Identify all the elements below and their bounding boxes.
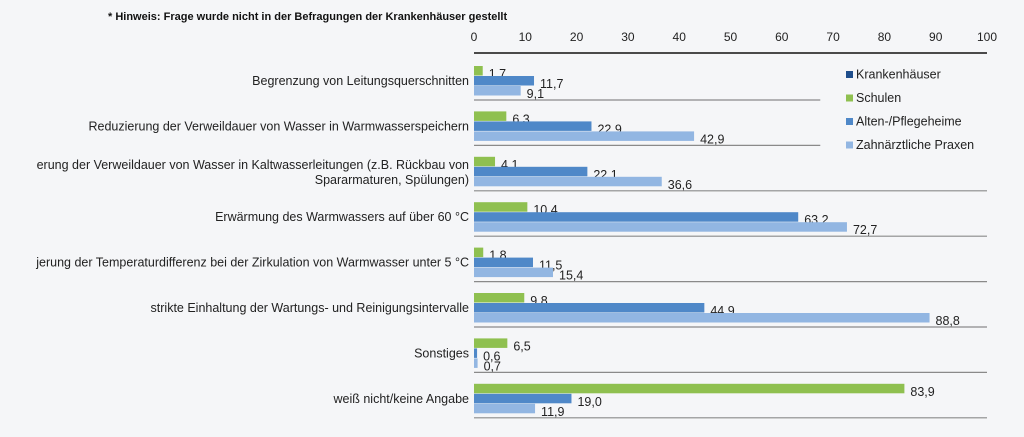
bar	[474, 267, 554, 278]
category-label: jerung der Temperaturdifferenz bei der Z…	[35, 256, 469, 270]
x-tick-label: 70	[826, 30, 840, 44]
bar	[474, 358, 478, 368]
category-label: erung der Verweildauer von Wasser in Kal…	[37, 158, 469, 172]
x-tick-label: 80	[878, 30, 892, 44]
data-label: 19,0	[577, 395, 601, 409]
legend-item: Alten-/Pflegeheime	[846, 115, 962, 129]
bar	[474, 313, 930, 323]
category-label: strikte Einhaltung der Wartungs- und Rei…	[151, 301, 470, 315]
data-label: 11,9	[541, 405, 564, 419]
data-label: 9,1	[527, 87, 544, 101]
legend-item: Zahnärztliche Praxen	[846, 138, 974, 152]
legend-item: Schulen	[846, 91, 901, 105]
bar	[474, 111, 507, 121]
category-group: jerung der Temperaturdifferenz bei der Z…	[35, 247, 987, 283]
data-label: 72,7	[853, 223, 877, 237]
bar	[474, 222, 847, 232]
bar	[474, 166, 588, 177]
legend-swatch	[846, 141, 853, 149]
x-tick-label: 90	[929, 30, 943, 44]
bar	[474, 303, 705, 313]
category-label: Reduzierung der Verweildauer von Wasser …	[89, 119, 470, 133]
bar	[474, 247, 484, 258]
category-group: Reduzierung der Verweildauer von Wasser …	[89, 111, 821, 146]
category-label: weiß nicht/keine Angabe	[332, 392, 469, 406]
bar-groups: Begrenzung von Leitungsquerschnitten 1,71…	[35, 66, 987, 419]
legend-label: Krankenhäuser	[856, 68, 941, 82]
bar	[474, 257, 533, 268]
category-group: erung der Verweildauer von Wasser in Kal…	[37, 156, 987, 192]
legend-label: Alten-/Pflegeheime	[856, 115, 962, 129]
legend: Krankenhäuser Schulen Alten-/Pflegeheime Za…	[846, 68, 974, 152]
chart-note: * Hinweis: Frage wurde nicht in der Befr…	[108, 11, 507, 23]
bar	[474, 403, 536, 414]
data-label: 42,9	[700, 132, 724, 146]
x-tick-label: 100	[977, 30, 997, 44]
bar	[474, 293, 525, 303]
category-label: Erwärmung des Warmwassers auf über 60 °C	[215, 210, 469, 224]
bar	[474, 393, 572, 404]
bar	[474, 383, 905, 394]
category-group: weiß nicht/keine Angabe 83,9 19,0 11,9	[332, 383, 987, 419]
legend-swatch	[846, 94, 853, 102]
bar	[474, 348, 478, 358]
data-label: 83,9	[910, 385, 934, 399]
bar	[474, 202, 528, 212]
x-tick-label: 20	[570, 30, 584, 44]
data-label: 15,4	[559, 269, 583, 283]
x-tick-label: 10	[519, 30, 533, 44]
x-tick-label: 0	[471, 30, 478, 44]
data-label: 36,6	[668, 178, 692, 192]
category-label: Begrenzung von Leitungsquerschnitten	[252, 74, 469, 88]
bar	[474, 338, 508, 348]
bar	[474, 176, 662, 187]
data-label: 0,6	[483, 349, 500, 363]
bar	[474, 86, 521, 96]
data-label: 6,5	[513, 339, 530, 353]
category-group: Begrenzung von Leitungsquerschnitten 1,71…	[252, 66, 821, 101]
data-label: 11,7	[540, 77, 563, 91]
bar	[474, 156, 496, 167]
legend-label: Zahnärztliche Praxen	[856, 138, 974, 152]
category-group: strikte Einhaltung der Wartungs- und Rei…	[151, 293, 987, 328]
legend-swatch	[846, 118, 853, 125]
category-label: Spararmaturen, Spülungen)	[315, 173, 469, 187]
legend-label: Schulen	[856, 91, 901, 105]
data-label: 0,7	[484, 359, 501, 373]
bar	[474, 212, 799, 222]
x-tick-label: 40	[673, 30, 687, 44]
legend-item: Krankenhäuser	[846, 68, 941, 82]
bar	[474, 121, 592, 131]
bar	[474, 131, 695, 141]
category-group: Sonstiges 6,5 0,60,7	[414, 338, 987, 373]
category-label: Sonstiges	[414, 346, 469, 360]
bar	[474, 76, 535, 86]
data-label: 88,8	[936, 314, 960, 328]
x-axis-ticks: 0 10 20 30 40 50 60 70 80 90 100	[471, 30, 998, 44]
category-group: Erwärmung des Warmwassers auf über 60 °C…	[215, 202, 987, 237]
x-tick-label: 50	[724, 30, 738, 44]
x-tick-label: 30	[621, 30, 635, 44]
legend-swatch	[846, 71, 853, 78]
bar	[474, 66, 483, 76]
x-tick-label: 60	[775, 30, 789, 44]
